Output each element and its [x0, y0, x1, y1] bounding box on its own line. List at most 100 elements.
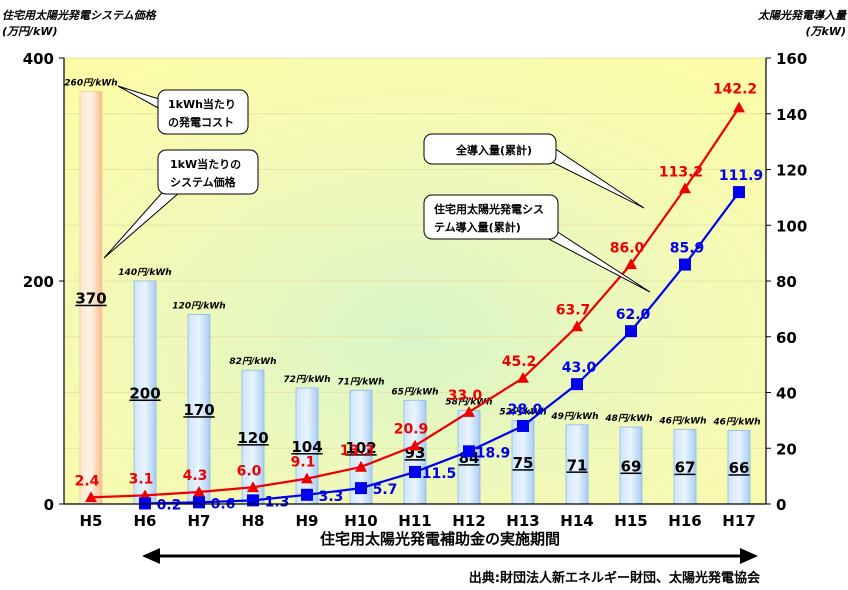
total-series-label: 4.3 — [183, 468, 208, 484]
total-series-label: 86.0 — [610, 240, 645, 256]
total-series-marker — [679, 182, 691, 194]
y-left-tick-label: 200 — [23, 273, 54, 291]
x-tick-label: H13 — [506, 512, 539, 530]
x-tick-label: H11 — [398, 512, 431, 530]
callout-residential-text-2: テム導入量(累計) — [434, 220, 521, 234]
total-series-marker — [301, 472, 313, 484]
callout-total-box — [423, 133, 557, 165]
total-series-label: 2.4 — [75, 473, 100, 489]
total-series-label: 113.2 — [659, 164, 703, 180]
y-left-tick-label: 0 — [44, 496, 54, 514]
price-bar-label: 67 — [675, 459, 696, 477]
total-series-marker — [409, 439, 421, 451]
x-tick-label: H12 — [452, 512, 485, 530]
x-tick-label: H6 — [134, 512, 157, 530]
source-note: 出典:財団法人新エネルギー財団、太陽光発電協会 — [469, 570, 761, 586]
y-left-unit: (万円/kW) — [2, 25, 58, 38]
cost-label: 72円/kWh — [283, 374, 330, 385]
x-tick-label: H16 — [668, 512, 701, 530]
x-tick-label: H8 — [242, 512, 265, 530]
residential-series-label: 0.2 — [157, 497, 182, 513]
y-right-tick-label: 20 — [776, 440, 797, 458]
total-series-label: 63.7 — [556, 302, 591, 318]
residential-series-marker — [625, 325, 637, 338]
callout-cost: 1kWh当たり の発電コスト — [117, 85, 249, 135]
x-tick-label: H9 — [296, 512, 319, 530]
subsidy-arrow-left-head — [142, 548, 160, 564]
cost-label: 48円/kWh — [604, 413, 652, 424]
price-bar-label: 120 — [237, 429, 268, 447]
y-left-title: 住宅用太陽光発電システム価格 — [2, 9, 158, 22]
y-right-tick-label: 160 — [776, 50, 807, 68]
total-series-label: 142.2 — [713, 82, 757, 98]
callout-cost-box — [157, 89, 249, 135]
x-tick-label: H7 — [188, 512, 211, 530]
callout-cost-text-1: 1kWh当たり — [168, 97, 236, 111]
residential-series-marker — [517, 419, 529, 432]
residential-series-label: 18.9 — [476, 445, 511, 461]
cost-label: 140円/kWh — [118, 267, 171, 278]
x-tick-label: H15 — [614, 512, 647, 530]
y-left-tick-label: 400 — [23, 50, 54, 68]
residential-series-marker — [193, 496, 205, 509]
cost-label: 49円/kWh — [550, 411, 598, 422]
callout-price: 1kW当たりの システム価格 — [103, 149, 259, 259]
total-series-label: 45.2 — [502, 354, 537, 370]
price-bar-label: 66 — [729, 459, 750, 477]
residential-series-label: 111.9 — [719, 168, 763, 184]
cost-label: 46円/kWh — [712, 416, 760, 427]
cost-label: 65円/kWh — [391, 386, 438, 397]
total-series-marker — [625, 258, 637, 270]
callout-total-text: 全導入量(累計) — [455, 143, 532, 157]
total-series-label: 20.9 — [394, 422, 429, 438]
total-series-marker — [571, 320, 583, 332]
callout-price-box — [157, 149, 259, 195]
total-series-label: 9.1 — [291, 455, 316, 471]
total-series-marker — [517, 372, 529, 383]
x-tick-label: H10 — [344, 512, 377, 530]
residential-series-label: 28.0 — [508, 402, 543, 418]
x-tick-label: H5 — [80, 512, 103, 530]
price-bar-label: 170 — [183, 401, 214, 419]
callout-price-text-2: システム価格 — [170, 175, 237, 189]
residential-series-label: 85.9 — [670, 241, 705, 257]
total-series-marker — [247, 481, 259, 493]
total-series-label: 13.3 — [340, 443, 375, 459]
total-series-marker — [193, 486, 205, 497]
residential-series-label: 11.5 — [422, 466, 457, 482]
total-series-label: 6.0 — [237, 463, 262, 479]
y-right-tick-label: 40 — [776, 385, 797, 403]
callout-residential-box — [423, 194, 559, 240]
total-series-marker — [733, 101, 745, 113]
callout-total: 全導入量(累計) — [423, 133, 645, 209]
residential-series-marker — [355, 482, 367, 495]
residential-series-label: 62.0 — [616, 307, 651, 323]
residential-series-marker — [409, 465, 421, 478]
axes: 0 200 400 0 20 40 60 80 100 120 140 160 H5 H6 H7 H8 H9 H1… — [23, 50, 808, 530]
residential-series-marker — [301, 488, 313, 501]
residential-series-line — [144, 191, 740, 505]
total-series-marker — [463, 406, 475, 417]
price-bar-label: 71 — [567, 456, 588, 474]
residential-series-marker — [733, 186, 745, 199]
total-series-label: 33.0 — [448, 388, 483, 404]
residential-series-marker — [571, 378, 583, 391]
cost-label: 82円/kWh — [229, 356, 276, 367]
residential-series-label: 5.7 — [373, 482, 398, 498]
price-bars — [79, 91, 751, 505]
y-right-tick-label: 80 — [776, 273, 797, 291]
cost-label: 46円/kWh — [658, 415, 706, 426]
cost-label: 52円/kWh — [499, 406, 546, 417]
y-right-title: 太陽光発電導入量 — [757, 9, 848, 22]
callout-residential-text-1: 住宅用太陽光発電シス — [434, 202, 544, 216]
series-point-labels: 2.4 3.1 4.3 6.0 9.1 13.3 20.9 33.0 45.2 63.7 86.0 1… — [75, 82, 764, 514]
callout-cost-text-2: の発電コスト — [168, 115, 234, 129]
cost-label: 120円/kWh — [172, 300, 225, 311]
total-series-marker — [355, 460, 367, 472]
y-right-tick-label: 100 — [776, 217, 807, 235]
residential-series-label: 1.3 — [265, 494, 290, 510]
cost-label: 260円/kWh — [64, 77, 117, 88]
x-tick-label: H17 — [722, 512, 755, 530]
price-bar-label: 102 — [345, 439, 376, 457]
